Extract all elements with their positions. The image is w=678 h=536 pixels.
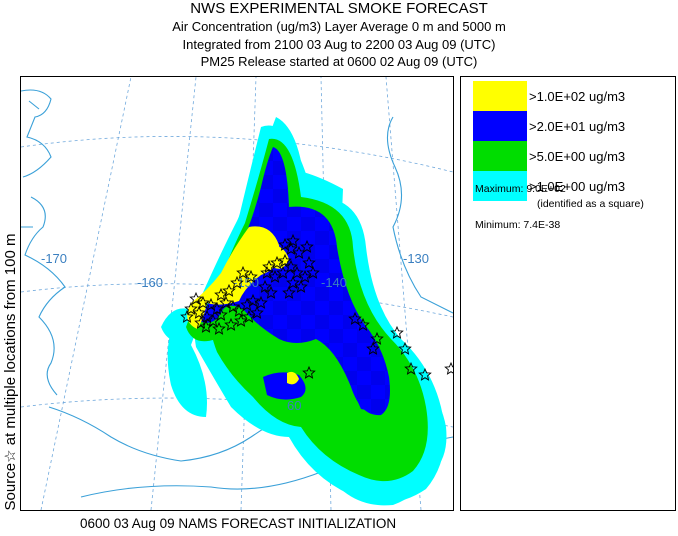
star-icon (180, 309, 194, 323)
lat-label-60: 60 (287, 398, 301, 413)
legend-panel: >1.0E+02 ug/m3 >2.0E+01 ug/m3 >5.0E+00 u… (460, 76, 676, 511)
star-icon (200, 309, 214, 323)
star-icon (398, 341, 412, 355)
star-icon (219, 295, 233, 309)
star-icon (286, 275, 300, 289)
star-icon (302, 255, 316, 269)
legend-label-100: >1.0E+02 ug/m3 (529, 88, 626, 104)
star-icon (189, 291, 203, 305)
star-icon (206, 313, 220, 327)
legend-item-5: >5.0E+00 ug/m3 (473, 141, 625, 171)
legend-swatch-cyan (473, 171, 527, 201)
legend-label-1: >1.0E+00 ug/m3 (529, 178, 626, 194)
subtitle-integration: Integrated from 2100 03 Aug to 2200 03 A… (182, 37, 496, 52)
source-markers (180, 233, 453, 381)
star-icon (366, 341, 380, 355)
side-label-container: Source☆ at multiple locations from 100 m (0, 76, 20, 516)
star-icon (294, 279, 308, 293)
star-icon (276, 265, 290, 279)
lon-label-160: -160 (137, 275, 163, 290)
star-icon (184, 301, 198, 315)
star-icon (214, 307, 228, 321)
star-icon (236, 265, 250, 279)
star-icon (264, 285, 278, 299)
star-icon (284, 259, 298, 273)
subtitle-release: PM25 Release started at 0600 02 Aug 09 (… (200, 54, 478, 69)
star-icon (306, 265, 320, 279)
star-icon (192, 305, 206, 319)
star-icon (199, 319, 213, 333)
star-icon (300, 239, 314, 253)
star-icon (290, 265, 304, 279)
plume-level-100 (187, 226, 280, 329)
star-icon (370, 331, 384, 345)
star-icon (226, 299, 240, 313)
star-icon (258, 279, 272, 293)
star-icon (244, 269, 258, 283)
lon-label-130: -130 (403, 251, 429, 266)
star-icon (222, 283, 236, 297)
star-icon (268, 269, 282, 283)
legend-label-5: >5.0E+00 ug/m3 (529, 148, 626, 164)
lon-label-140: -140 (321, 275, 347, 290)
map-panel: -170 -160 -150 -140 -130 60 (20, 76, 454, 511)
star-icon (278, 237, 292, 251)
star-icon (210, 301, 224, 315)
star-icon (214, 287, 228, 301)
footer-initialization: 0600 03 Aug 09 NAMS FORECAST INITIALIZAT… (80, 516, 397, 531)
star-icon (240, 297, 254, 311)
legend-swatch-yellow (473, 81, 527, 111)
star-icon (246, 293, 260, 307)
lon-label-150: -150 (233, 275, 259, 290)
star-icon (234, 313, 248, 327)
star-icon (204, 297, 218, 311)
star-icon (390, 325, 404, 339)
legend-label-20: >2.0E+01 ug/m3 (529, 118, 626, 134)
legend-maximum-note: (identified as a square) (537, 198, 644, 210)
star-icon (260, 265, 274, 279)
legend-swatch-green (473, 141, 527, 171)
star-icon (298, 269, 312, 283)
smoke-map: -170 -160 -150 -140 -130 60 (21, 77, 453, 510)
star-icon (404, 361, 418, 375)
star-icon (242, 309, 256, 323)
star-icon (418, 367, 432, 381)
star-icon (348, 311, 362, 325)
star-icon (302, 365, 316, 379)
star-icon (284, 241, 298, 255)
coordinate-labels: -170 -160 -150 -140 -130 60 (41, 251, 429, 413)
legend-minimum: Minimum: 7.4E-38 (475, 219, 561, 231)
side-label: Source☆ at multiple locations from 100 m (2, 233, 19, 511)
legend-item-20: >2.0E+01 ug/m3 (473, 111, 625, 141)
star-icon (282, 285, 296, 299)
star-icon (250, 305, 264, 319)
star-icon (230, 275, 244, 289)
subtitle-concentration: Air Concentration (ug/m3) Layer Average … (172, 19, 506, 34)
legend-swatch-blue (473, 111, 527, 141)
star-icon (278, 253, 292, 267)
legend-item-1: >1.0E+00 ug/m3 (473, 171, 625, 201)
legend-maximum: Maximum: 9.0E+02 (475, 183, 566, 195)
star-icon (212, 321, 226, 335)
star-icon (286, 233, 300, 247)
lon-label-170: -170 (41, 251, 67, 266)
star-icon (444, 361, 453, 375)
page-title: NWS EXPERIMENTAL SMOKE FORECAST (190, 0, 488, 17)
star-icon (224, 317, 238, 331)
star-icon (262, 259, 276, 273)
star-icon (196, 295, 210, 309)
star-icon (254, 295, 268, 309)
star-icon (356, 317, 370, 331)
legend-item-100: >1.0E+02 ug/m3 (473, 81, 625, 111)
